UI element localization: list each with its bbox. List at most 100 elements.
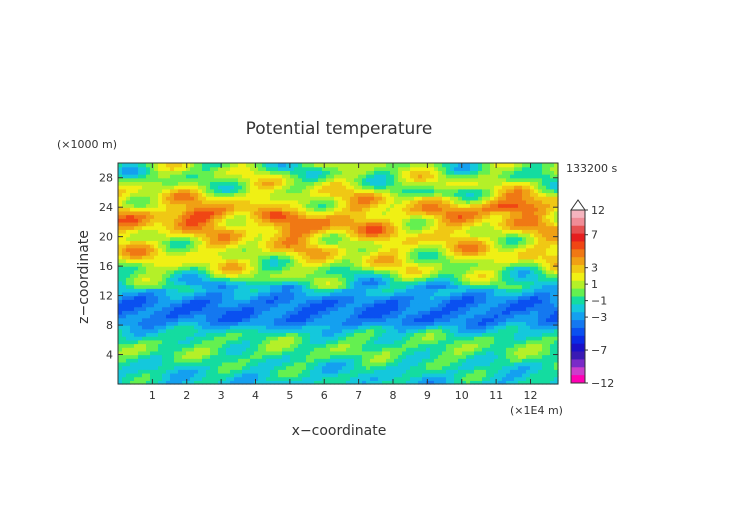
heatmap-cell xyxy=(526,380,531,385)
heatmap-cell xyxy=(518,284,523,289)
heatmap-cell xyxy=(474,365,479,370)
heatmap-cell xyxy=(158,321,163,326)
heatmap-cell xyxy=(274,317,279,322)
heatmap-cell xyxy=(318,343,323,348)
heatmap-cell xyxy=(458,251,463,256)
heatmap-cell xyxy=(194,247,199,252)
heatmap-cell xyxy=(458,332,463,337)
heatmap-cell xyxy=(174,258,179,264)
heatmap-cell xyxy=(170,328,175,334)
heatmap-cell xyxy=(510,380,515,385)
heatmap-cell xyxy=(206,302,211,308)
heatmap-cell xyxy=(446,232,451,238)
heatmap-cell xyxy=(202,232,207,238)
heatmap-cell xyxy=(382,280,387,286)
heatmap-cell xyxy=(222,232,227,238)
heatmap-cell xyxy=(130,269,135,275)
heatmap-cell xyxy=(134,266,139,271)
heatmap-cell xyxy=(258,244,263,249)
heatmap-cell xyxy=(554,317,559,322)
heatmap-cell xyxy=(406,317,411,322)
heatmap-cell xyxy=(486,288,491,293)
heatmap-cell xyxy=(414,380,419,385)
heatmap-cell xyxy=(242,380,247,385)
heatmap-cell xyxy=(402,221,407,227)
heatmap-cell xyxy=(250,251,255,256)
heatmap-cell xyxy=(414,332,419,337)
heatmap-cell xyxy=(250,273,255,278)
heatmap-cell xyxy=(230,291,235,297)
heatmap-cell xyxy=(246,302,251,308)
heatmap-cell xyxy=(198,255,203,260)
heatmap-cell xyxy=(150,288,155,293)
heatmap-cell xyxy=(494,269,499,275)
heatmap-cell xyxy=(214,343,219,348)
heatmap-cell xyxy=(450,369,455,374)
heatmap-cell xyxy=(510,306,515,311)
heatmap-cell xyxy=(294,314,299,319)
heatmap-cell xyxy=(234,321,239,326)
heatmap-cell xyxy=(502,365,507,370)
heatmap-cell xyxy=(334,225,339,230)
heatmap-cell xyxy=(226,240,231,245)
heatmap-cell xyxy=(450,291,455,297)
heatmap-cell xyxy=(550,236,555,241)
heatmap-cell xyxy=(374,380,379,385)
heatmap-cell xyxy=(210,284,215,289)
heatmap-cell xyxy=(282,336,287,341)
heatmap-cell xyxy=(502,354,507,359)
heatmap-cell xyxy=(282,229,287,234)
heatmap-cell xyxy=(186,336,191,341)
heatmap-cell xyxy=(130,229,135,234)
heatmap-cell xyxy=(158,232,163,238)
heatmap-cell xyxy=(534,306,539,311)
heatmap-cell xyxy=(534,255,539,260)
heatmap-cell xyxy=(382,310,387,315)
heatmap-cell xyxy=(418,365,423,370)
heatmap-cell xyxy=(246,229,251,234)
heatmap-cell xyxy=(122,236,127,241)
heatmap-cell xyxy=(198,306,203,311)
heatmap-cell xyxy=(270,350,275,356)
heatmap-cell xyxy=(406,369,411,374)
heatmap-cell xyxy=(298,240,303,245)
heatmap-cell xyxy=(298,288,303,293)
heatmap-cell xyxy=(374,225,379,230)
heatmap-cell xyxy=(402,244,407,249)
heatmap-cell xyxy=(498,347,503,352)
heatmap-cell xyxy=(402,288,407,293)
heatmap-cell xyxy=(386,372,391,378)
heatmap-cell xyxy=(306,269,311,275)
heatmap-cell xyxy=(346,376,351,381)
heatmap-cell xyxy=(242,218,247,223)
heatmap-cell xyxy=(226,336,231,341)
heatmap-cell xyxy=(190,306,195,311)
heatmap-cell xyxy=(254,218,259,223)
heatmap-cell xyxy=(534,218,539,223)
heatmap-cell xyxy=(270,240,275,245)
heatmap-cell xyxy=(310,302,315,308)
heatmap-cell xyxy=(522,277,527,282)
heatmap-cell xyxy=(430,266,435,271)
heatmap-cell xyxy=(174,328,179,334)
heatmap-cell xyxy=(362,354,367,359)
heatmap-cell xyxy=(330,310,335,315)
heatmap-cell xyxy=(554,232,559,238)
heatmap-cell xyxy=(330,380,335,385)
heatmap-cell xyxy=(478,354,483,359)
heatmap-cell xyxy=(394,240,399,245)
heatmap-cell xyxy=(546,306,551,311)
heatmap-cell xyxy=(422,273,427,278)
heatmap-cell xyxy=(462,288,467,293)
heatmap-cell xyxy=(170,369,175,374)
heatmap-cell xyxy=(202,225,207,230)
heatmap-cell xyxy=(138,314,143,319)
heatmap-cell xyxy=(382,339,387,345)
heatmap-cell xyxy=(342,225,347,230)
heatmap-cell xyxy=(278,277,283,282)
heatmap-cell xyxy=(366,372,371,378)
heatmap-cell xyxy=(166,251,171,256)
heatmap-cell xyxy=(454,218,459,223)
heatmap-cell xyxy=(270,310,275,315)
heatmap-cell xyxy=(286,350,291,356)
